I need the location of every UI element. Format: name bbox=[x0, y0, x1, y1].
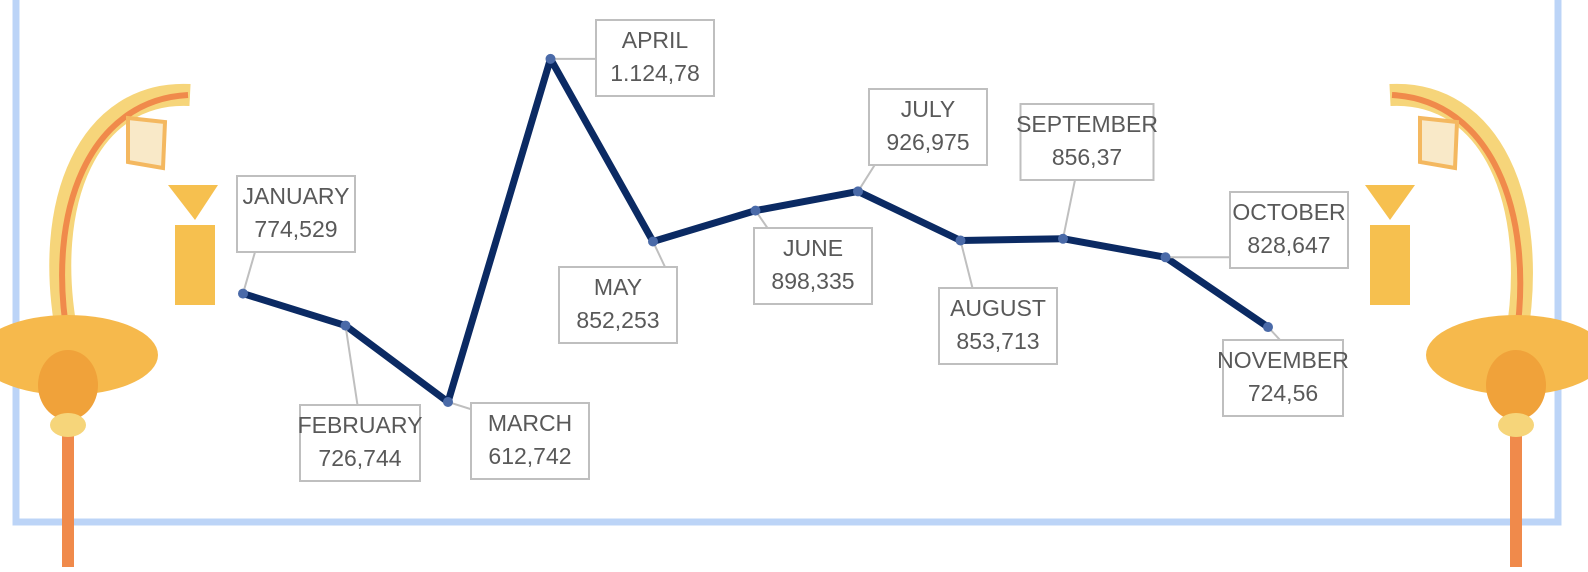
category-label: FEBRUARY bbox=[298, 412, 423, 438]
category-label: OCTOBER bbox=[1232, 199, 1345, 225]
frame bbox=[12, 0, 1562, 526]
category-label: MAY bbox=[594, 274, 642, 300]
point bbox=[1160, 252, 1171, 263]
leader-line bbox=[242, 251, 257, 294]
point bbox=[238, 288, 248, 299]
point bbox=[955, 235, 966, 246]
callout-box bbox=[1229, 191, 1349, 269]
point bbox=[1058, 233, 1068, 244]
point bbox=[750, 205, 761, 216]
value-label: 1.124,78 bbox=[610, 60, 700, 86]
value-label: 612,742 bbox=[488, 443, 571, 469]
value-label: 724,56 bbox=[1248, 380, 1318, 406]
leader-line bbox=[959, 240, 974, 289]
value-label: 898,335 bbox=[771, 268, 854, 294]
category-label: MARCH bbox=[488, 410, 572, 436]
category-label: AUGUST bbox=[950, 295, 1046, 321]
value-label: 774,529 bbox=[254, 216, 337, 242]
callout-box bbox=[753, 227, 873, 305]
callout-box bbox=[595, 19, 715, 97]
callout-box bbox=[938, 287, 1058, 365]
category-label: SEPTEMBER bbox=[1016, 111, 1158, 137]
point bbox=[443, 396, 453, 407]
point bbox=[648, 236, 658, 247]
callout-box bbox=[1222, 339, 1344, 417]
point bbox=[853, 186, 863, 197]
category-label: APRIL bbox=[622, 27, 689, 53]
leader-line bbox=[1062, 179, 1077, 239]
value-label: 926,975 bbox=[886, 129, 969, 155]
point bbox=[1263, 322, 1273, 333]
callout-box bbox=[299, 404, 421, 482]
category-label: NOVEMBER bbox=[1217, 347, 1349, 373]
category-label: JUNE bbox=[783, 235, 843, 261]
value-label: 856,37 bbox=[1052, 144, 1122, 170]
value-label: 853,713 bbox=[956, 328, 1039, 354]
callout-box bbox=[558, 266, 678, 344]
category-label: JANUARY bbox=[243, 183, 350, 209]
penjor-right bbox=[1365, 83, 1588, 570]
callout-box bbox=[236, 175, 356, 253]
value-label: 726,744 bbox=[318, 445, 401, 471]
category-label: JULY bbox=[901, 96, 956, 122]
point bbox=[340, 320, 351, 331]
value-label: 828,647 bbox=[1247, 232, 1330, 258]
callout-box bbox=[868, 88, 988, 166]
point bbox=[545, 53, 556, 64]
callout-box bbox=[470, 402, 590, 480]
callout-box bbox=[1019, 103, 1155, 181]
penjor-left bbox=[0, 83, 218, 570]
value-label: 852,253 bbox=[576, 307, 659, 333]
